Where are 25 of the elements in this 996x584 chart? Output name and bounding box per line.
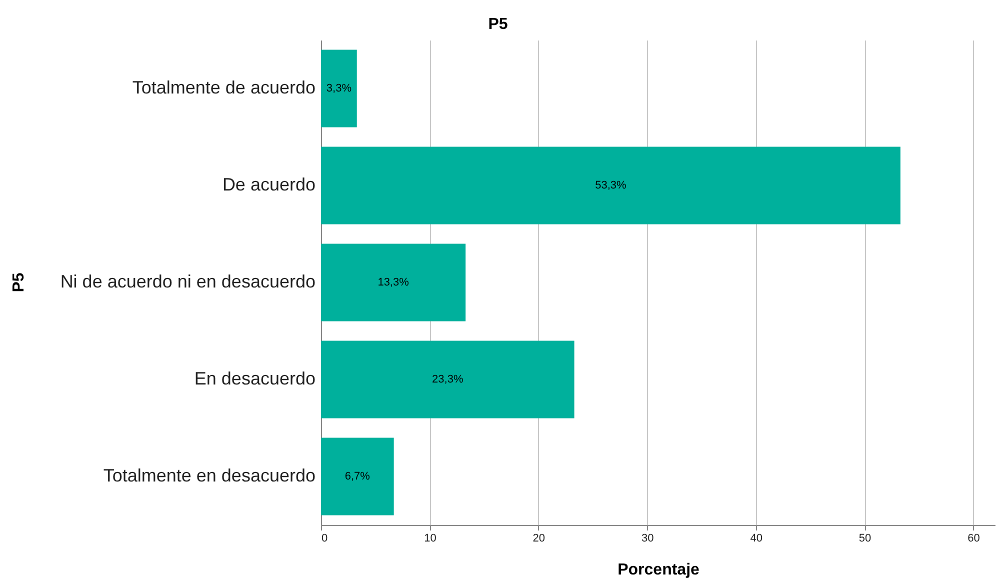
x-tick-label: 10 <box>424 532 436 544</box>
x-tick-label: 40 <box>750 532 762 544</box>
y-tick-label: Ni de acuerdo ni en desacuerdo <box>60 272 316 292</box>
data-label: 3,3% <box>326 82 352 94</box>
y-tick-label: De acuerdo <box>222 174 316 194</box>
data-label: 6,7% <box>344 470 370 482</box>
data-label: 53,3% <box>595 180 627 192</box>
y-tick-label: Totalmente en desacuerdo <box>103 466 316 486</box>
x-tick-label: 50 <box>858 532 872 544</box>
bar <box>321 340 574 418</box>
chart-title: P5 <box>488 16 508 33</box>
x-tick-label: 30 <box>642 532 654 544</box>
bar <box>321 146 900 224</box>
y-tick-label: En desacuerdo <box>194 368 316 388</box>
y-tick-label: Totalmente de acuerdo <box>132 78 316 98</box>
bar <box>321 50 357 128</box>
y-axis-title: P5 <box>10 272 28 292</box>
x-tick-label: 60 <box>968 532 980 544</box>
x-axis-title: Porcentaje <box>618 562 700 578</box>
data-label: 23,3% <box>432 374 464 386</box>
bar <box>321 244 466 322</box>
bar <box>321 438 394 516</box>
x-tick-label: 20 <box>532 532 546 544</box>
data-label: 13,3% <box>378 276 410 288</box>
x-tick-label: 0 <box>322 532 328 544</box>
